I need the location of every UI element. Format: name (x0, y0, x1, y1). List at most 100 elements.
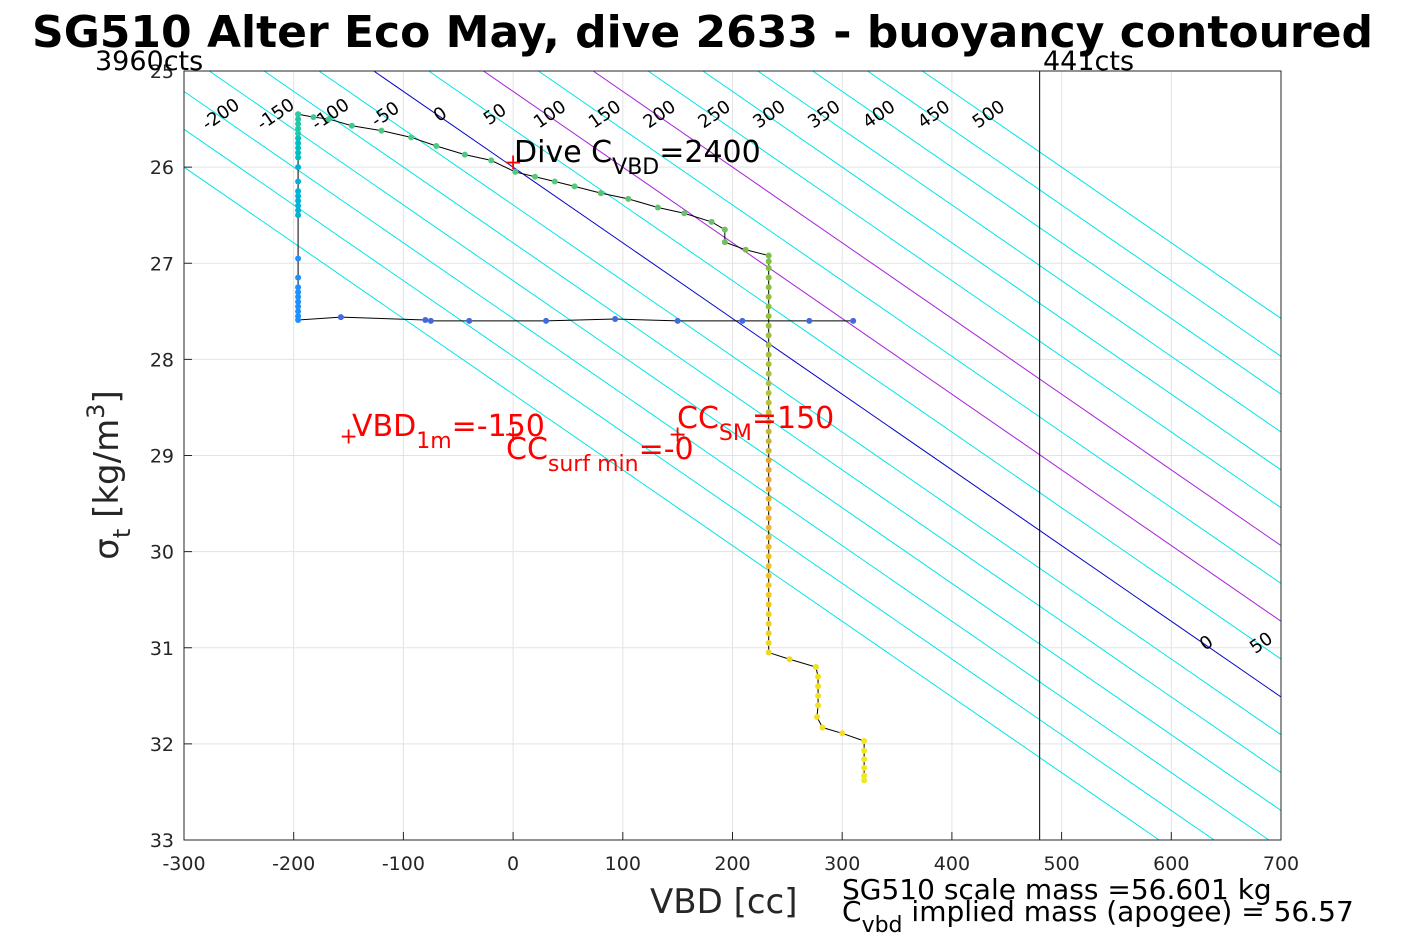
implied-sub: vbd (862, 913, 903, 938)
annotation-cc-surf-min: CCsurf min=-0 (506, 432, 694, 477)
data-point (765, 258, 772, 265)
red-plus-marker: + (339, 424, 357, 449)
data-point (543, 317, 550, 324)
data-point (721, 226, 728, 233)
data-point (765, 351, 772, 358)
data-point (295, 149, 302, 156)
y-label-main: [kg/m (87, 419, 127, 529)
data-point (765, 582, 772, 589)
data-point (861, 764, 868, 771)
data-point (378, 127, 385, 134)
data-point (739, 317, 746, 324)
data-point (433, 142, 440, 149)
contour-line (184, 90, 1270, 840)
data-point (295, 130, 302, 137)
data-point (765, 341, 772, 348)
data-point (765, 524, 772, 531)
data-point (765, 313, 772, 320)
chart-title: SG510 Alter Eco May, dive 2633 - buoyanc… (32, 7, 1373, 58)
contour-line (263, 71, 1281, 774)
data-point (765, 361, 772, 368)
contour-line (208, 71, 1281, 812)
data-point (295, 140, 302, 147)
data-point (612, 316, 619, 323)
data-point (815, 702, 822, 709)
contour-line (647, 71, 1281, 509)
data-point (681, 210, 688, 217)
y-tick-label: 26 (150, 157, 174, 179)
contour-line (702, 71, 1281, 471)
x-tick-label: 400 (934, 853, 970, 875)
x-tick-label: 200 (714, 853, 750, 875)
data-point (839, 730, 846, 737)
annotation-vbd-1m: VBD1m=-150 (352, 409, 545, 454)
data-point (819, 724, 826, 731)
data-point (295, 202, 302, 209)
data-point (310, 114, 317, 121)
data-point (295, 197, 302, 204)
data-point (295, 298, 302, 305)
implied-main: C (842, 895, 862, 928)
data-point (422, 316, 429, 323)
x-tick-label: -300 (162, 853, 205, 875)
x-axis-label: VBD [cc] (650, 882, 798, 922)
data-point (295, 293, 302, 300)
data-point (295, 289, 302, 296)
data-point (295, 154, 302, 161)
footer-implied-mass: Cvbd implied mass (apogee) = 56.57 (842, 895, 1354, 938)
data-point (674, 317, 681, 324)
top-left-label: 3960cts (95, 46, 203, 77)
data-point (765, 265, 772, 272)
contour-line (483, 71, 1281, 622)
data-point (765, 639, 772, 646)
data-point (815, 692, 822, 699)
cc-surf-min-rest: =-0 (639, 432, 694, 467)
contour-line (184, 166, 1160, 840)
data-point (488, 157, 495, 164)
x-tick-label: 300 (824, 853, 860, 875)
data-point (815, 683, 822, 690)
dive-cvbd-rest: =2400 (659, 135, 760, 170)
data-point (295, 284, 302, 291)
top-right-label: 441cts (1043, 46, 1134, 77)
vbd-1m-rest: =-150 (452, 409, 545, 444)
cc-surf-min-sub: surf min (548, 452, 639, 477)
contour-line (184, 128, 1215, 840)
data-point (427, 317, 434, 324)
data-point (861, 772, 868, 779)
data-point (765, 649, 772, 656)
x-tick-label: 100 (605, 853, 641, 875)
data-point (295, 164, 302, 171)
data-point (742, 246, 749, 253)
x-tick-label: 0 (507, 853, 519, 875)
implied-rest: implied mass (apogee) = 56.57 (903, 895, 1354, 928)
annotation-dive-cvbd: Dive CVBD=2400 (514, 135, 761, 180)
red-plus-marker: + (504, 422, 522, 447)
vbd-1m-main: VBD (352, 409, 416, 444)
contour-line (812, 71, 1281, 395)
data-point (765, 303, 772, 310)
data-point (850, 317, 857, 324)
data-point (337, 314, 344, 321)
cc-sm-main: CC (677, 401, 719, 436)
y-label-end: ] (87, 390, 127, 403)
y-label-sub: t (108, 529, 136, 538)
data-point (765, 534, 772, 541)
data-point (295, 274, 302, 281)
contour-line (867, 71, 1281, 357)
cc-surf-min-main: CC (506, 432, 548, 467)
data-point (765, 428, 772, 435)
data-point (295, 116, 302, 123)
contour-line (757, 71, 1281, 433)
y-axis-label: σt [kg/m3] (82, 390, 136, 559)
data-point (597, 190, 604, 197)
data-point (765, 274, 772, 281)
x-tick-label: 500 (1043, 853, 1079, 875)
data-point (815, 673, 822, 680)
data-point (765, 630, 772, 637)
data-point (461, 151, 468, 158)
data-point (861, 756, 868, 763)
data-point (765, 514, 772, 521)
data-point (861, 737, 868, 744)
data-point (295, 207, 302, 214)
